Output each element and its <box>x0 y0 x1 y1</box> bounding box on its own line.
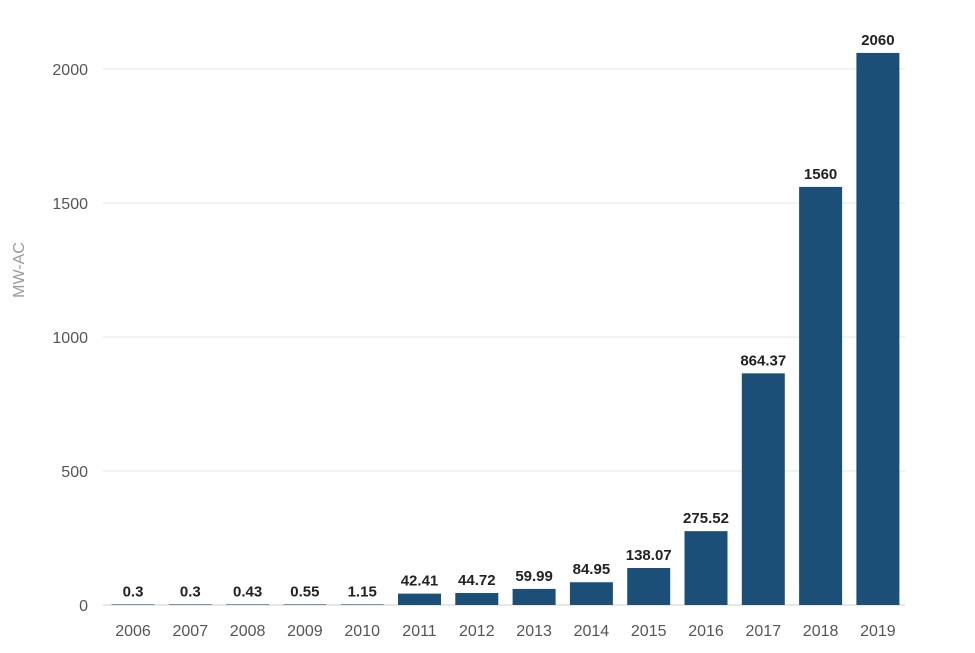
x-tick-label: 2007 <box>173 623 209 640</box>
x-tick-label: 2006 <box>115 623 151 640</box>
x-tick-label: 2016 <box>688 623 724 640</box>
bar-2016 <box>684 531 728 605</box>
x-tick-label: 2017 <box>746 623 782 640</box>
bar-2018 <box>799 186 843 606</box>
data-label-2007: 0.3 <box>180 583 201 600</box>
data-label-2016: 275.52 <box>683 510 729 527</box>
y-axis-ticks: 0 500 1000 1500 2000 <box>52 62 88 615</box>
x-tick-label: 2019 <box>860 623 896 640</box>
data-label-2017: 864.37 <box>740 352 786 369</box>
y-tick-label: 0 <box>79 598 88 615</box>
y-tick-label: 2000 <box>52 62 88 79</box>
x-tick-label: 2018 <box>803 623 839 640</box>
y-tick-label: 500 <box>61 464 88 481</box>
x-tick-label: 2015 <box>631 623 667 640</box>
bar-2009 <box>283 604 327 605</box>
data-label-2011: 42.41 <box>401 573 439 590</box>
data-label-2008: 0.43 <box>233 583 262 600</box>
bar-2017 <box>741 373 785 605</box>
data-label-2012: 44.72 <box>458 572 496 589</box>
bar-2011 <box>398 593 441 605</box>
x-tick-label: 2009 <box>287 623 323 640</box>
bar-2010 <box>340 604 384 605</box>
bar-2012 <box>455 593 499 605</box>
data-label-2019: 2060 <box>861 32 894 49</box>
data-label-2009: 0.55 <box>290 583 319 600</box>
data-labels: 0.3 0.3 0.43 0.55 1.15 42.41 44.72 59.99 84.95 13… <box>123 32 895 600</box>
bars <box>111 52 900 606</box>
y-axis-title: MW-AC <box>11 242 28 298</box>
bar-2014 <box>569 582 613 605</box>
data-label-2010: 1.15 <box>348 583 377 600</box>
bar-2015 <box>627 567 671 605</box>
x-tick-label: 2011 <box>402 623 437 640</box>
bar-2007 <box>168 604 212 605</box>
data-label-2018: 1560 <box>804 166 837 183</box>
x-tick-label: 2014 <box>574 623 610 640</box>
y-tick-label: 1000 <box>52 330 88 347</box>
x-axis-ticks: 2006 2007 2008 2009 2010 2011 2012 2013 2014 2015… <box>115 623 896 640</box>
y-tick-label: 1500 <box>52 196 88 213</box>
data-label-2015: 138.07 <box>626 547 672 564</box>
data-label-2013: 59.99 <box>515 568 553 585</box>
x-tick-label: 2013 <box>516 623 552 640</box>
x-tick-label: 2010 <box>344 623 380 640</box>
bar-2008 <box>226 604 270 605</box>
data-label-2014: 84.95 <box>573 561 611 578</box>
x-tick-label: 2012 <box>459 623 495 640</box>
bar-2013 <box>512 588 556 605</box>
bar-2006 <box>111 604 155 605</box>
bar-2019 <box>856 52 900 606</box>
x-tick-label: 2008 <box>230 623 266 640</box>
data-label-2006: 0.3 <box>123 583 144 600</box>
